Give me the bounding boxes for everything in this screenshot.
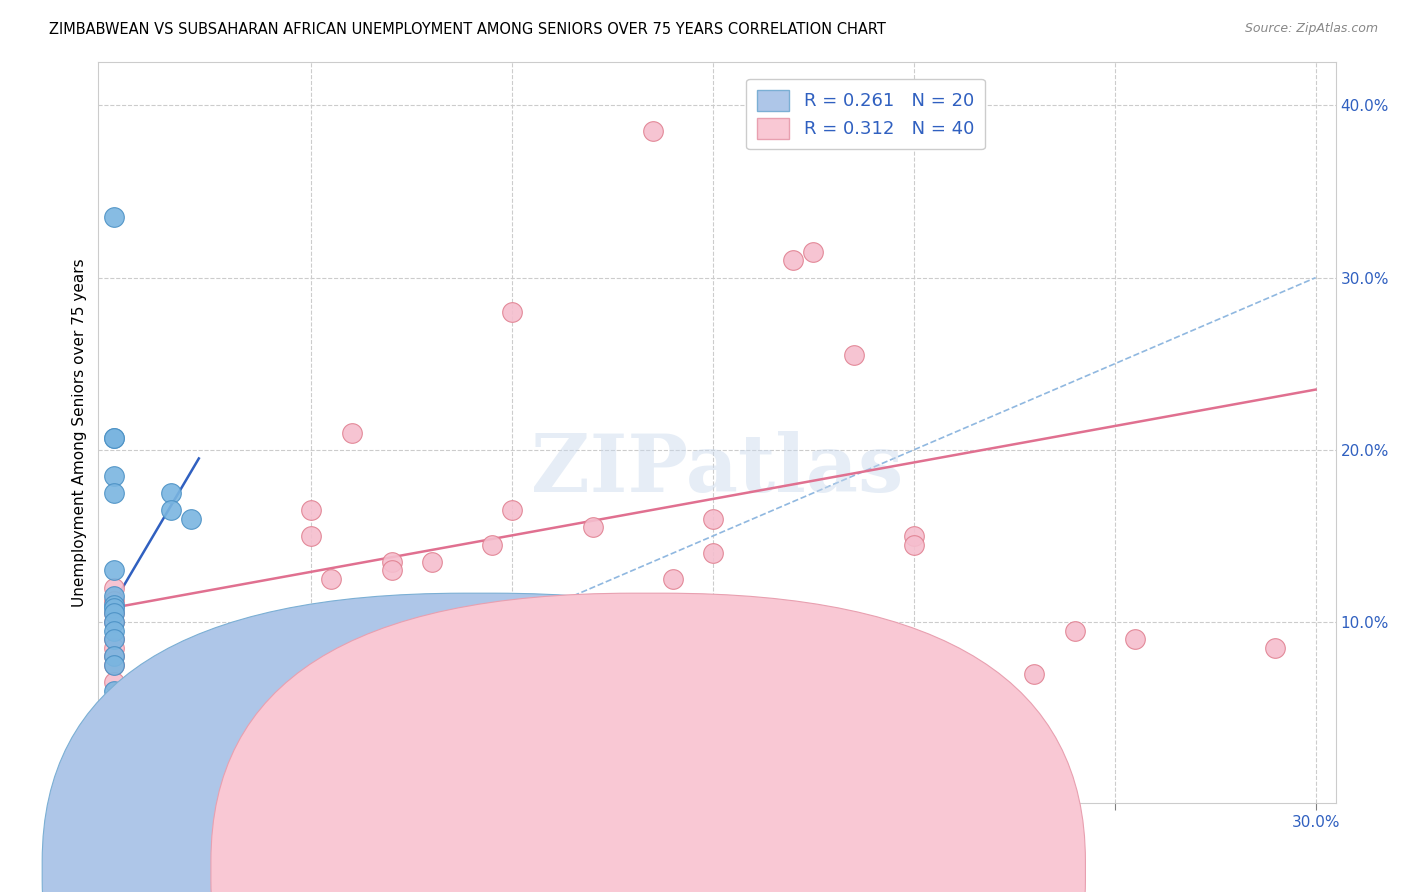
Point	[903, 529, 925, 543]
Point	[103, 211, 125, 225]
Point	[1024, 666, 1046, 681]
Point	[103, 727, 125, 741]
Point	[103, 640, 125, 655]
Point	[321, 624, 343, 638]
Point	[103, 632, 125, 647]
Point	[103, 753, 125, 767]
Point	[103, 431, 125, 445]
Text: Zimbabweans: Zimbabweans	[502, 863, 609, 878]
Point	[103, 615, 125, 629]
Point	[180, 512, 202, 526]
Point	[103, 607, 125, 621]
Point	[501, 305, 523, 319]
Point	[1123, 632, 1146, 647]
Point	[103, 761, 125, 775]
Point	[803, 244, 825, 259]
Point	[103, 615, 125, 629]
Point	[481, 537, 503, 551]
Point	[103, 607, 125, 621]
Point	[159, 486, 181, 500]
Point	[103, 563, 125, 577]
Point	[103, 468, 125, 483]
Point	[103, 675, 125, 690]
Text: ZIPatlas: ZIPatlas	[531, 431, 903, 508]
Point	[360, 615, 382, 629]
Point	[299, 503, 322, 517]
Point	[299, 529, 322, 543]
Y-axis label: Unemployment Among Seniors over 75 years: Unemployment Among Seniors over 75 years	[72, 259, 87, 607]
Point	[440, 615, 463, 629]
Point	[103, 601, 125, 615]
Point	[1264, 640, 1286, 655]
Text: Sub-Saharan Africans: Sub-Saharan Africans	[671, 863, 835, 878]
Point	[103, 581, 125, 595]
Text: ZIMBABWEAN VS SUBSAHARAN AFRICAN UNEMPLOYMENT AMONG SENIORS OVER 75 YEARS CORREL: ZIMBABWEAN VS SUBSAHARAN AFRICAN UNEMPLO…	[49, 22, 886, 37]
Point	[581, 520, 603, 534]
Point	[702, 512, 724, 526]
Point	[842, 348, 865, 362]
Point	[903, 537, 925, 551]
Point	[420, 555, 443, 569]
Point	[103, 431, 125, 445]
Point	[501, 503, 523, 517]
Point	[103, 624, 125, 638]
Point	[682, 666, 704, 681]
Legend: R = 0.261   N = 20, R = 0.312   N = 40: R = 0.261 N = 20, R = 0.312 N = 40	[747, 78, 986, 150]
Point	[103, 632, 125, 647]
Point	[103, 649, 125, 664]
Point	[702, 546, 724, 560]
Point	[103, 649, 125, 664]
Point	[381, 563, 404, 577]
Point	[381, 555, 404, 569]
Point	[103, 589, 125, 603]
Point	[103, 658, 125, 673]
Point	[103, 658, 125, 673]
Point	[1063, 624, 1085, 638]
Point	[103, 594, 125, 608]
Point	[340, 425, 363, 440]
Point	[321, 572, 343, 586]
Point	[782, 253, 804, 268]
Point	[103, 598, 125, 612]
Point	[103, 486, 125, 500]
Point	[401, 615, 423, 629]
Point	[159, 503, 181, 517]
Point	[662, 572, 685, 586]
Point	[103, 684, 125, 698]
Point	[641, 124, 664, 138]
Text: Source: ZipAtlas.com: Source: ZipAtlas.com	[1244, 22, 1378, 36]
Point	[461, 615, 484, 629]
